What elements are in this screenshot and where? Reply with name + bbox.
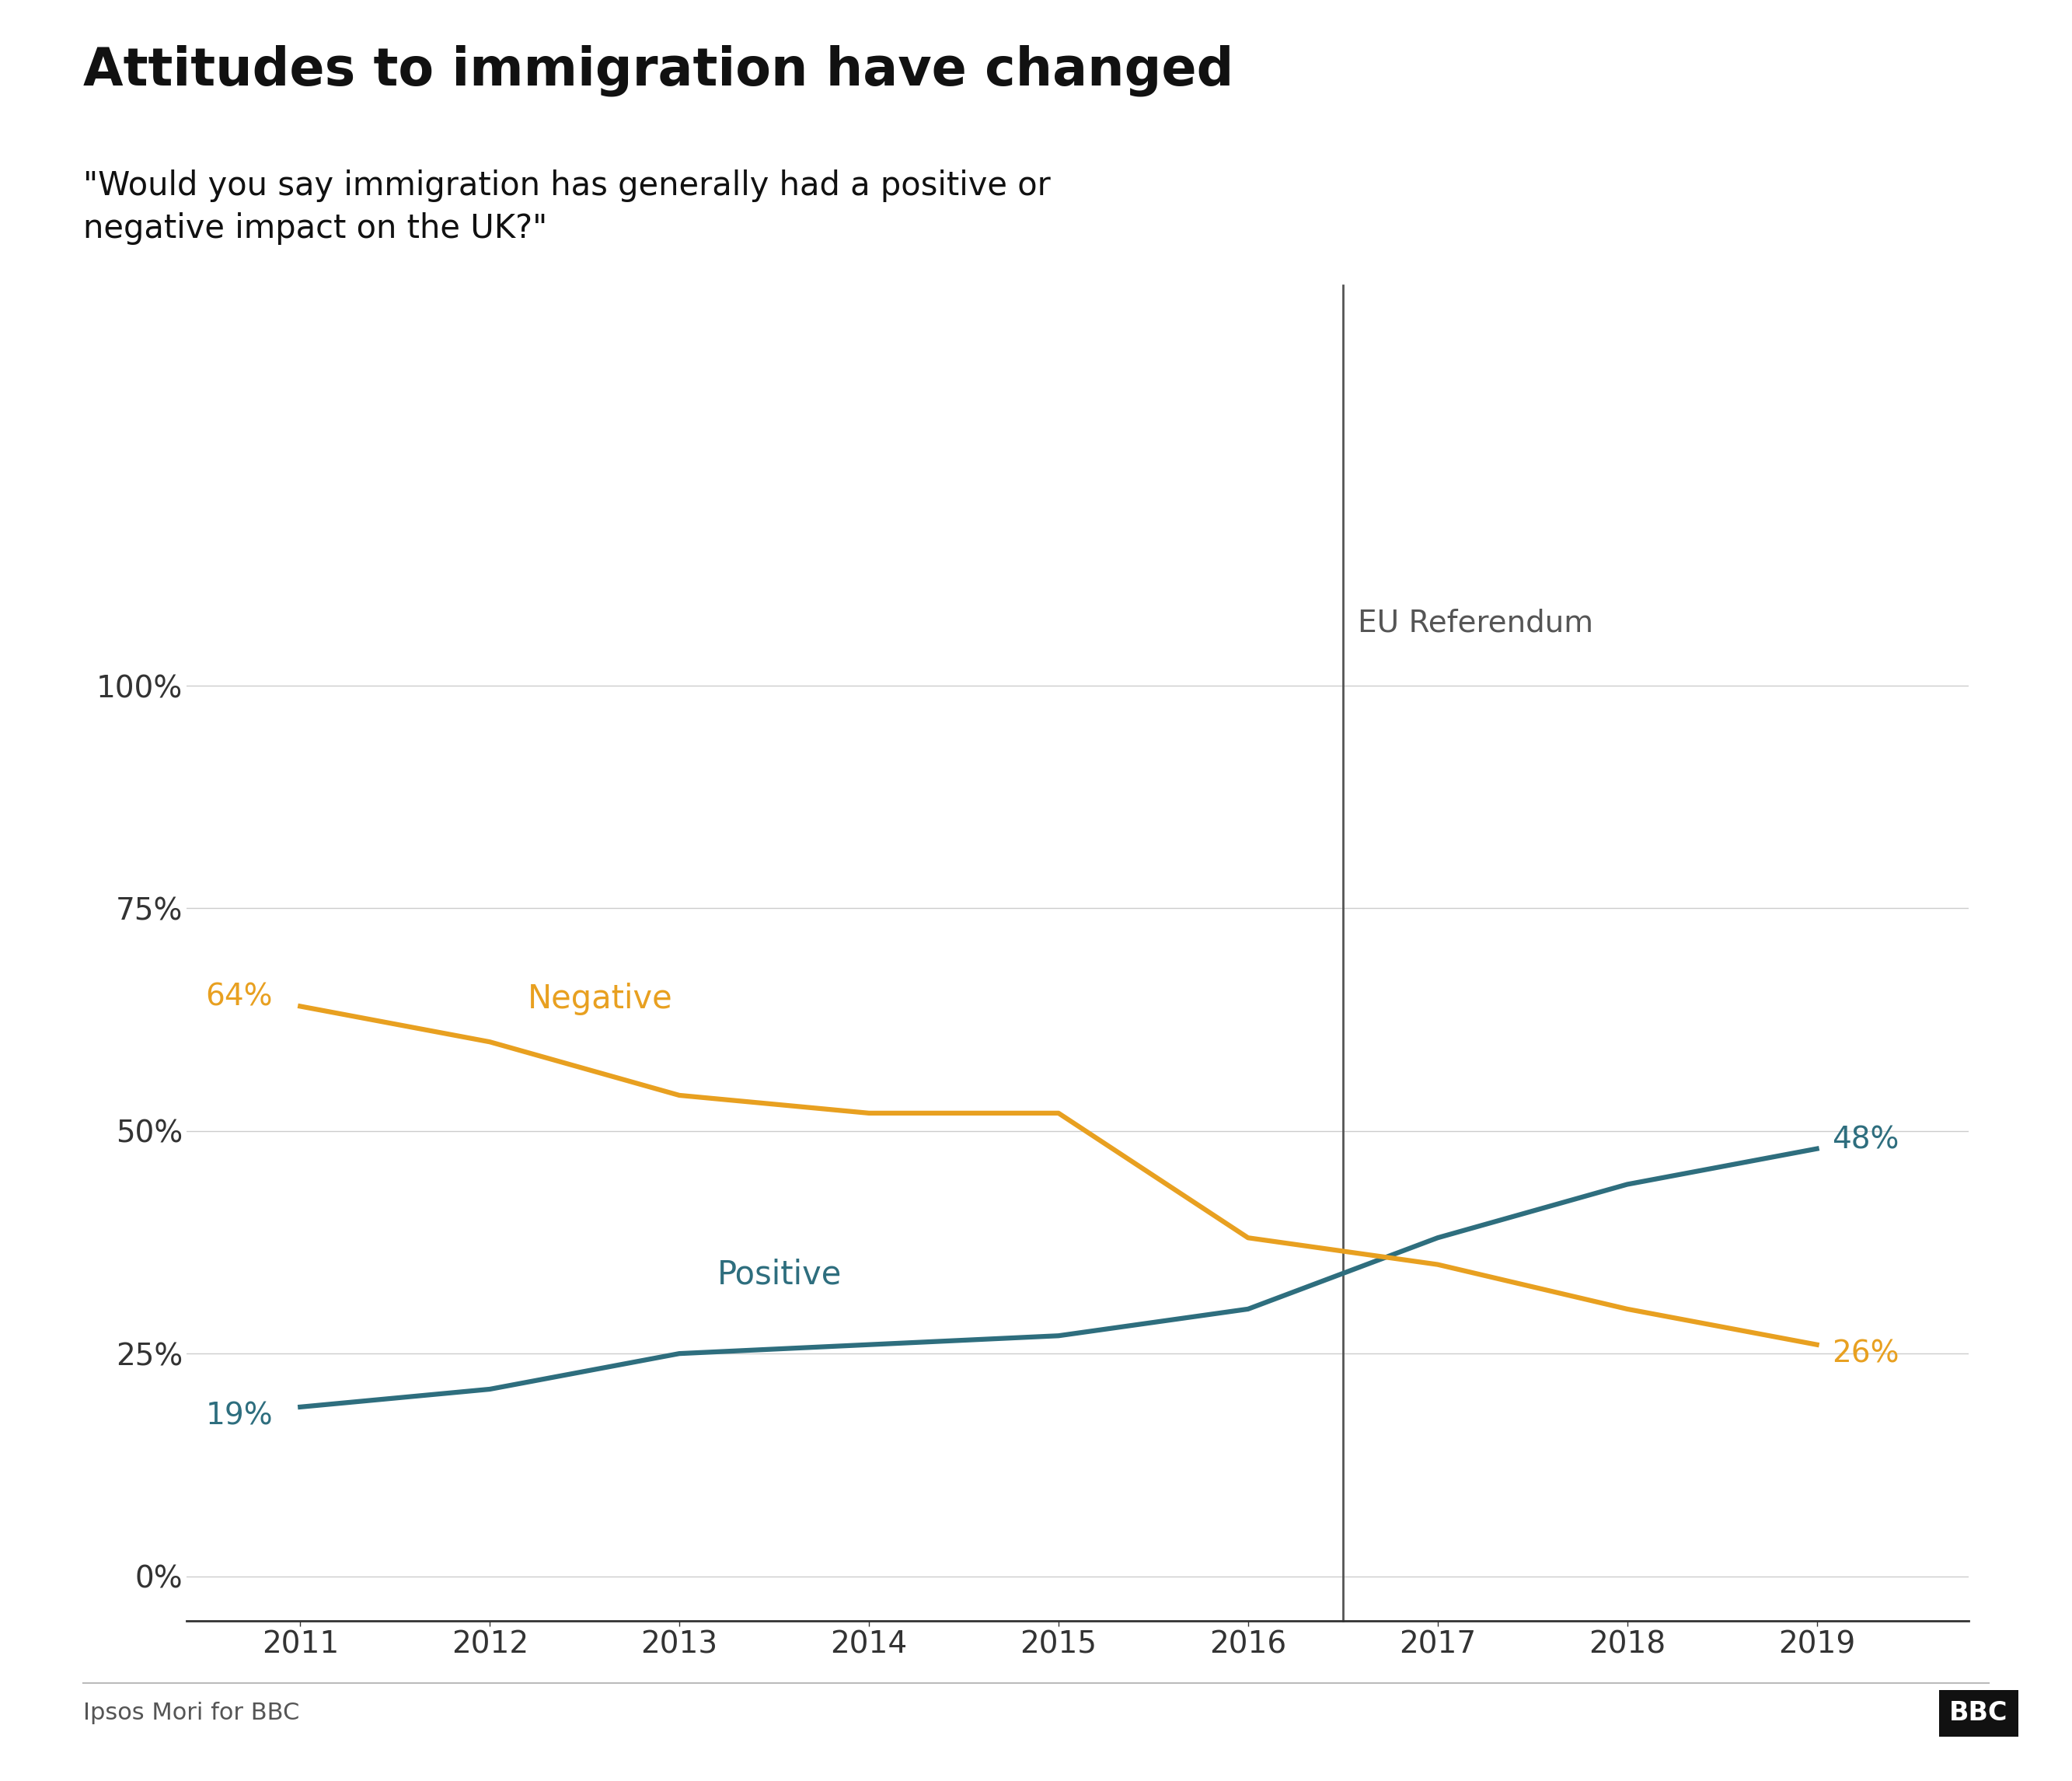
Text: 26%: 26% bbox=[1832, 1339, 1900, 1368]
Text: Positive: Positive bbox=[717, 1259, 841, 1291]
Text: Negative: Negative bbox=[528, 983, 673, 1015]
Text: 19%: 19% bbox=[205, 1402, 274, 1430]
Text: EU Referendum: EU Referendum bbox=[1357, 609, 1593, 638]
Text: 64%: 64% bbox=[205, 983, 274, 1012]
Text: Ipsos Mori for BBC: Ipsos Mori for BBC bbox=[83, 1703, 298, 1724]
Text: "Would you say immigration has generally had a positive or
negative impact on th: "Would you say immigration has generally… bbox=[83, 169, 1051, 244]
Text: 48%: 48% bbox=[1832, 1126, 1900, 1154]
Text: BBC: BBC bbox=[1950, 1701, 2008, 1726]
Text: Attitudes to immigration have changed: Attitudes to immigration have changed bbox=[83, 45, 1233, 96]
